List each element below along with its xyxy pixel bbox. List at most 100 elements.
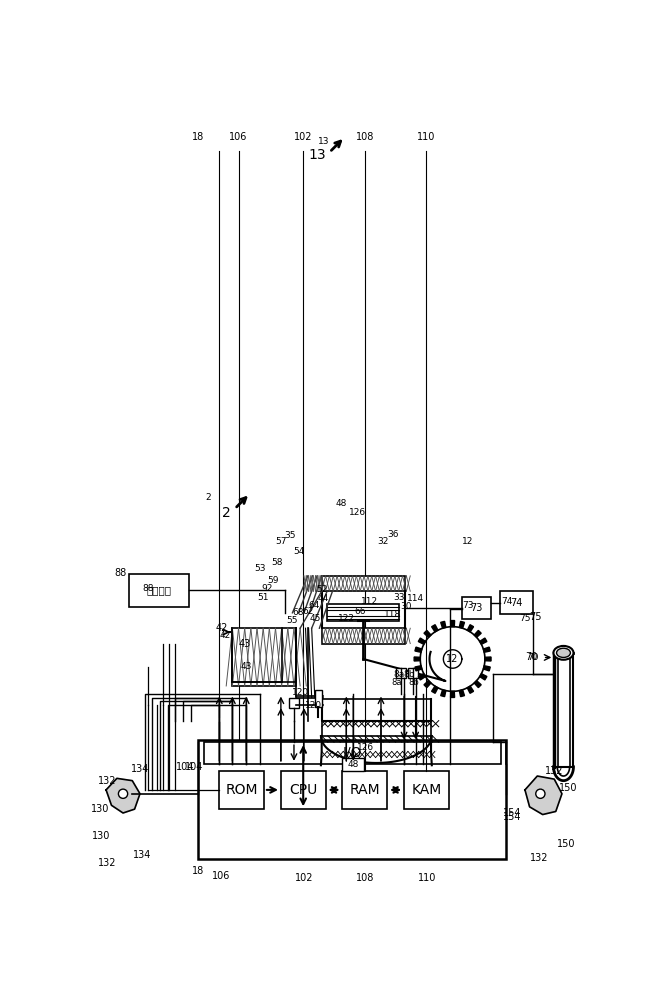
- Text: 104: 104: [176, 762, 194, 772]
- Text: 12: 12: [446, 654, 459, 664]
- Text: 74: 74: [511, 598, 522, 608]
- Text: 58: 58: [271, 558, 283, 567]
- Text: 134: 134: [131, 764, 149, 774]
- Polygon shape: [480, 674, 487, 680]
- Text: 114: 114: [407, 594, 424, 603]
- Bar: [281, 771, 326, 809]
- Text: 112: 112: [361, 597, 378, 606]
- Polygon shape: [424, 630, 431, 637]
- Text: 68: 68: [293, 608, 304, 617]
- Text: RAM: RAM: [349, 783, 380, 797]
- Polygon shape: [474, 630, 481, 637]
- Text: 8a: 8a: [391, 678, 402, 687]
- Text: 48: 48: [347, 760, 359, 769]
- Circle shape: [536, 789, 545, 798]
- Bar: [322, 628, 405, 644]
- Polygon shape: [106, 778, 140, 813]
- Text: 102: 102: [295, 873, 313, 883]
- Polygon shape: [432, 625, 438, 632]
- Polygon shape: [483, 647, 490, 652]
- Text: 8b: 8b: [404, 670, 415, 679]
- Text: 122: 122: [338, 614, 355, 623]
- Polygon shape: [467, 625, 473, 632]
- Text: 70: 70: [528, 653, 539, 662]
- Text: ROM: ROM: [225, 783, 258, 797]
- Text: 92: 92: [261, 584, 272, 593]
- Text: 106: 106: [212, 871, 231, 881]
- Bar: [204, 742, 501, 764]
- Bar: [322, 576, 405, 591]
- Bar: [404, 771, 449, 809]
- Text: 18: 18: [192, 866, 205, 876]
- Bar: [315, 690, 322, 707]
- Text: 54: 54: [293, 547, 304, 556]
- Polygon shape: [441, 621, 446, 628]
- Polygon shape: [414, 657, 420, 661]
- Text: 154: 154: [503, 812, 521, 822]
- Text: 35: 35: [284, 531, 296, 540]
- Polygon shape: [441, 690, 446, 697]
- Text: 108: 108: [355, 132, 374, 142]
- Text: 132: 132: [98, 858, 117, 868]
- Circle shape: [119, 789, 128, 798]
- Polygon shape: [424, 681, 431, 688]
- Text: 42: 42: [220, 631, 231, 640]
- Text: 8b: 8b: [408, 678, 419, 687]
- Text: 150: 150: [559, 783, 577, 793]
- Text: 43: 43: [241, 662, 252, 671]
- Text: 43: 43: [239, 639, 251, 649]
- Text: 48: 48: [335, 499, 347, 508]
- Text: 110: 110: [418, 873, 436, 883]
- Text: 18: 18: [192, 132, 205, 142]
- Text: 75: 75: [519, 614, 530, 623]
- Text: 88: 88: [115, 568, 127, 578]
- Bar: [288, 698, 300, 708]
- Bar: [408, 668, 418, 678]
- Polygon shape: [418, 674, 426, 680]
- Polygon shape: [483, 666, 490, 671]
- Text: 73: 73: [470, 603, 483, 613]
- Bar: [462, 597, 491, 619]
- Text: 70: 70: [525, 652, 537, 662]
- Polygon shape: [432, 686, 438, 693]
- Text: 120: 120: [292, 688, 309, 697]
- Text: 150: 150: [556, 839, 575, 849]
- Bar: [219, 771, 264, 809]
- Bar: [343, 758, 364, 771]
- Text: 36: 36: [387, 530, 398, 539]
- Text: 132: 132: [98, 776, 117, 786]
- Text: 2: 2: [222, 506, 231, 520]
- Text: 126: 126: [357, 743, 374, 752]
- Bar: [129, 574, 189, 607]
- Text: I/O: I/O: [343, 746, 362, 760]
- Polygon shape: [451, 621, 455, 627]
- Bar: [327, 604, 400, 620]
- Polygon shape: [415, 666, 422, 671]
- Text: 106: 106: [229, 132, 248, 142]
- Text: 13: 13: [318, 137, 329, 146]
- Text: 30: 30: [400, 602, 412, 611]
- Text: 102: 102: [294, 132, 312, 142]
- Text: 2: 2: [205, 493, 211, 502]
- Text: 132: 132: [545, 766, 564, 776]
- Text: 64: 64: [308, 601, 320, 610]
- Text: KAM: KAM: [411, 783, 442, 797]
- Bar: [232, 628, 296, 686]
- Text: 12: 12: [462, 537, 473, 546]
- Text: 74: 74: [501, 597, 512, 606]
- Text: 33: 33: [393, 593, 404, 602]
- Text: 42: 42: [215, 623, 228, 633]
- Text: 88: 88: [142, 584, 153, 593]
- Text: 51: 51: [257, 593, 269, 602]
- Text: 点火系统: 点火系统: [147, 585, 172, 595]
- Text: 59: 59: [267, 576, 279, 585]
- Text: 52: 52: [316, 585, 328, 594]
- Text: 134: 134: [133, 850, 151, 860]
- Bar: [343, 771, 387, 809]
- Text: 104: 104: [185, 762, 203, 772]
- Polygon shape: [459, 690, 465, 697]
- Text: 32: 32: [378, 537, 389, 546]
- Text: 44: 44: [318, 594, 329, 603]
- Text: 53: 53: [255, 564, 266, 573]
- Polygon shape: [467, 686, 473, 693]
